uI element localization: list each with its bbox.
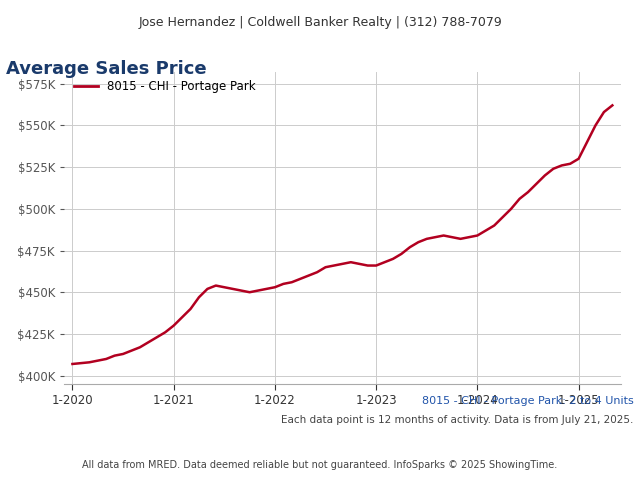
Text: Jose Hernandez | Coldwell Banker Realty | (312) 788-7079: Jose Hernandez | Coldwell Banker Realty … <box>138 16 502 29</box>
Legend: 8015 - CHI - Portage Park: 8015 - CHI - Portage Park <box>70 75 260 97</box>
Text: Average Sales Price: Average Sales Price <box>6 60 207 78</box>
Text: All data from MRED. Data deemed reliable but not guaranteed. InfoSparks © 2025 S: All data from MRED. Data deemed reliable… <box>83 460 557 470</box>
Text: 8015 - CHI - Portage Park: 2 to 4 Units: 8015 - CHI - Portage Park: 2 to 4 Units <box>422 396 634 406</box>
Text: Each data point is 12 months of activity. Data is from July 21, 2025.: Each data point is 12 months of activity… <box>281 415 634 425</box>
